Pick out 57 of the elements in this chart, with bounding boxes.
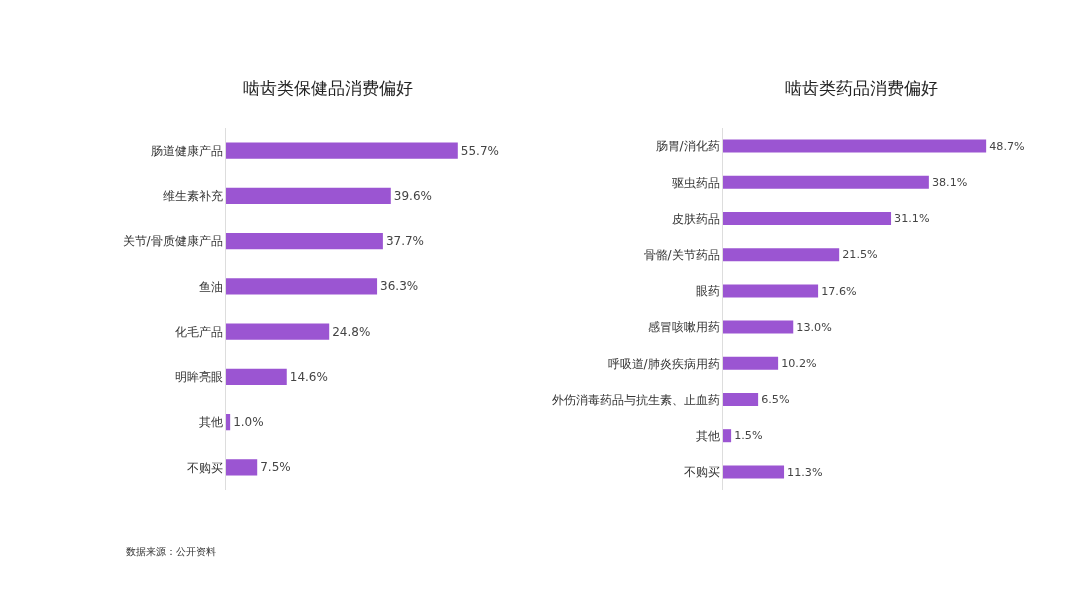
data-label: 55.7%	[460, 143, 499, 158]
bar	[723, 356, 779, 370]
bar	[723, 465, 785, 479]
y-tick-label: 其他	[695, 428, 720, 443]
chart-title: 啮齿类保健品消费偏好	[243, 78, 414, 99]
bar	[226, 413, 231, 431]
y-tick-label: 骨骼/关节药品	[643, 247, 720, 262]
bar	[723, 211, 892, 226]
data-label: 7.5%	[260, 460, 291, 475]
data-label: 6.5%	[761, 393, 790, 407]
data-label: 37.7%	[385, 234, 425, 249]
y-tick-label: 化毛产品	[174, 324, 223, 339]
y-tick-label: 维生素补充	[162, 189, 223, 204]
data-label: 31.1%	[894, 212, 930, 226]
bar	[723, 429, 732, 443]
data-label: 11.3%	[787, 465, 823, 479]
y-tick-label: 外伤消毒药品与抗生素、止血药	[551, 392, 720, 407]
data-label: 39.6%	[393, 188, 432, 203]
data-label: 14.6%	[289, 369, 328, 384]
y-tick-label: 肠胃/消化药	[655, 139, 720, 154]
data-label: 1.0%	[233, 415, 264, 430]
data-label: 36.3%	[380, 279, 419, 294]
data-label: 24.8%	[332, 324, 371, 339]
bar	[226, 142, 458, 159]
y-tick-label: 关节/骨质健康产品	[122, 234, 223, 249]
data-label: 48.7%	[989, 139, 1025, 153]
y-tick-label: 感冒咳嗽用药	[647, 320, 720, 335]
bar	[723, 284, 819, 298]
data-label: 1.5%	[734, 429, 763, 443]
y-tick-label: 明眸亮眼	[174, 370, 223, 385]
bar	[723, 175, 929, 189]
bar	[226, 368, 287, 386]
data-label: 17.6%	[821, 284, 857, 298]
bar	[226, 323, 330, 340]
y-tick-label: 不购买	[186, 460, 223, 475]
y-tick-label: 鱼油	[198, 279, 223, 294]
bar	[226, 278, 378, 295]
y-tick-label: 呼吸道/肺炎疾病用药	[607, 356, 720, 371]
chart-title: 啮齿类药品消费偏好	[785, 78, 938, 99]
data-label: 21.5%	[842, 248, 878, 262]
bar	[723, 139, 987, 153]
y-tick-label: 不购买	[683, 465, 720, 480]
data-label: 13.0%	[796, 320, 832, 334]
source-note: 数据来源：公开资料	[126, 546, 216, 557]
data-label: 38.1%	[931, 176, 968, 190]
y-tick-label: 其他	[198, 415, 223, 430]
y-tick-label: 眼药	[695, 284, 720, 299]
y-tick-label: 驱虫药品	[671, 175, 720, 190]
bar	[226, 187, 391, 205]
bar	[226, 232, 383, 250]
bar	[226, 459, 258, 476]
bar	[723, 320, 794, 334]
y-tick-label: 皮肤药品	[671, 211, 720, 226]
y-tick-label: 肠道健康产品	[150, 143, 223, 158]
data-label: 10.2%	[781, 357, 817, 371]
bar	[723, 248, 840, 262]
bar	[723, 392, 759, 407]
